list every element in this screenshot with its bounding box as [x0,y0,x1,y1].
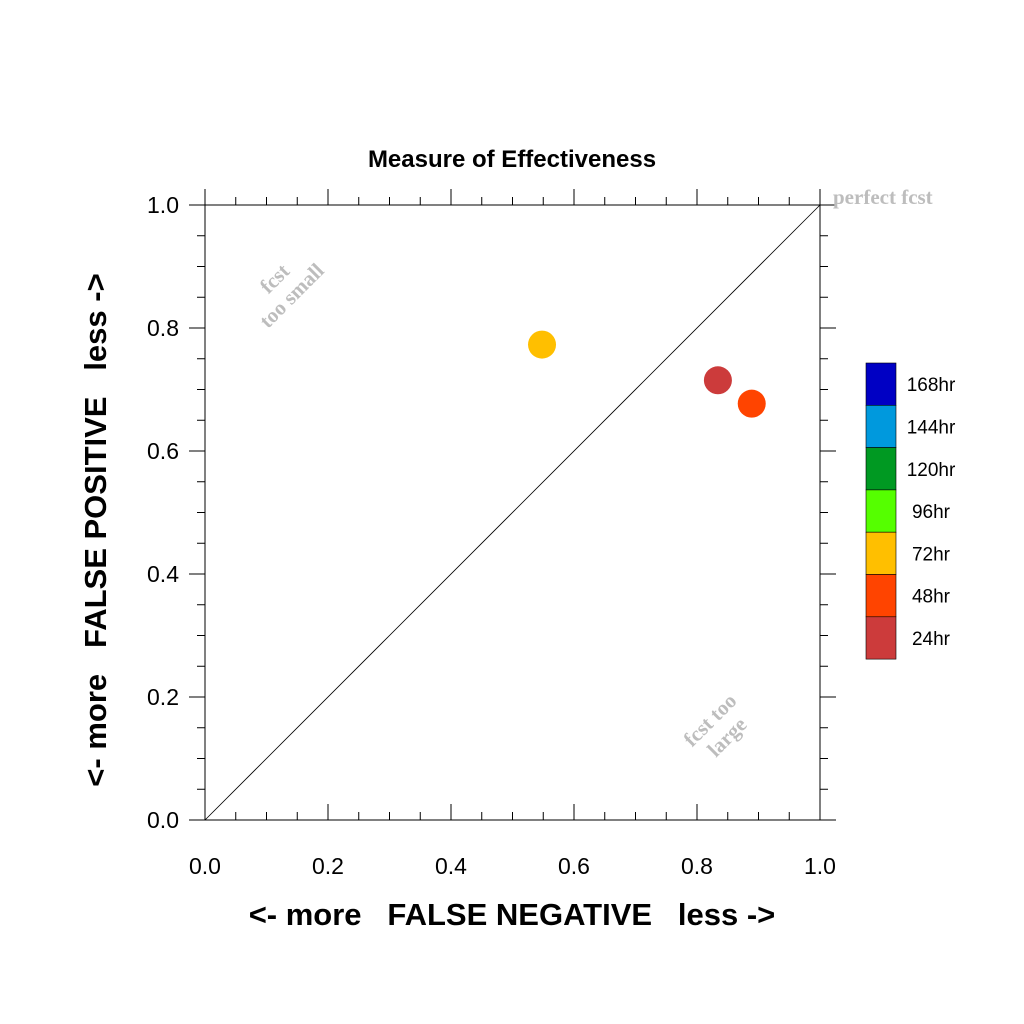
point-24hr [703,366,732,395]
legend-label-24hr: 24hr [912,629,951,650]
x-tick-labels: 0.0 0.2 0.4 0.6 0.8 1.0 [189,853,836,879]
point-72hr [528,330,557,359]
x-axis-title: <- more FALSE NEGATIVE less -> [249,897,776,932]
point-48hr [737,389,766,418]
axis-ticks [189,189,836,821]
too-large-note: fcst too large [679,689,752,762]
y-tick-label: 0.0 [147,807,179,833]
x-tick-label: 0.6 [558,853,590,879]
x-tick-label: 0.0 [189,853,221,879]
x-tick-label: 0.2 [312,853,344,879]
y-tick-label: 0.4 [147,561,179,587]
x-tick-label: 0.8 [681,853,713,879]
legend: 168hr 144hr 120hr 96hr 72hr 48hr 24hr [865,362,956,660]
legend-swatch-24hr [865,616,897,660]
legend-label-72hr: 72hr [912,544,951,565]
y-tick-label: 0.8 [147,315,179,341]
legend-label-120hr: 120hr [907,460,956,481]
y-tick-label: 0.6 [147,438,179,464]
diagonal-line [204,204,821,821]
plot-area: 0.0 0.2 0.4 0.6 0.8 1.0 0.0 0.2 0.4 0.6 0.8 1.0 [147,189,836,879]
legend-label-48hr: 48hr [912,587,951,608]
legend-swatch-120hr [865,447,897,491]
legend-label-144hr: 144hr [907,417,956,438]
y-axis-title: <- more FALSE POSITIVE less -> [78,273,113,786]
x-tick-label: 0.4 [435,853,467,879]
y-tick-labels: 0.0 0.2 0.4 0.6 0.8 1.0 [147,192,179,833]
legend-swatch-168hr [865,362,897,406]
perfect-fcst-note: perfect fcst [833,185,933,209]
data-points [528,330,766,418]
legend-label-96hr: 96hr [912,502,951,523]
y-tick-label: 0.2 [147,684,179,710]
legend-label-168hr: 168hr [907,375,956,396]
x-tick-label: 1.0 [804,853,836,879]
legend-swatch-144hr [865,404,897,448]
too-small-note: fcst too small [254,258,328,332]
y-tick-label: 1.0 [147,192,179,218]
chart-title: Measure of Effectiveness [368,146,656,173]
legend-swatch-96hr [865,489,897,533]
legend-swatch-48hr [865,574,897,618]
legend-swatch-72hr [865,531,897,575]
